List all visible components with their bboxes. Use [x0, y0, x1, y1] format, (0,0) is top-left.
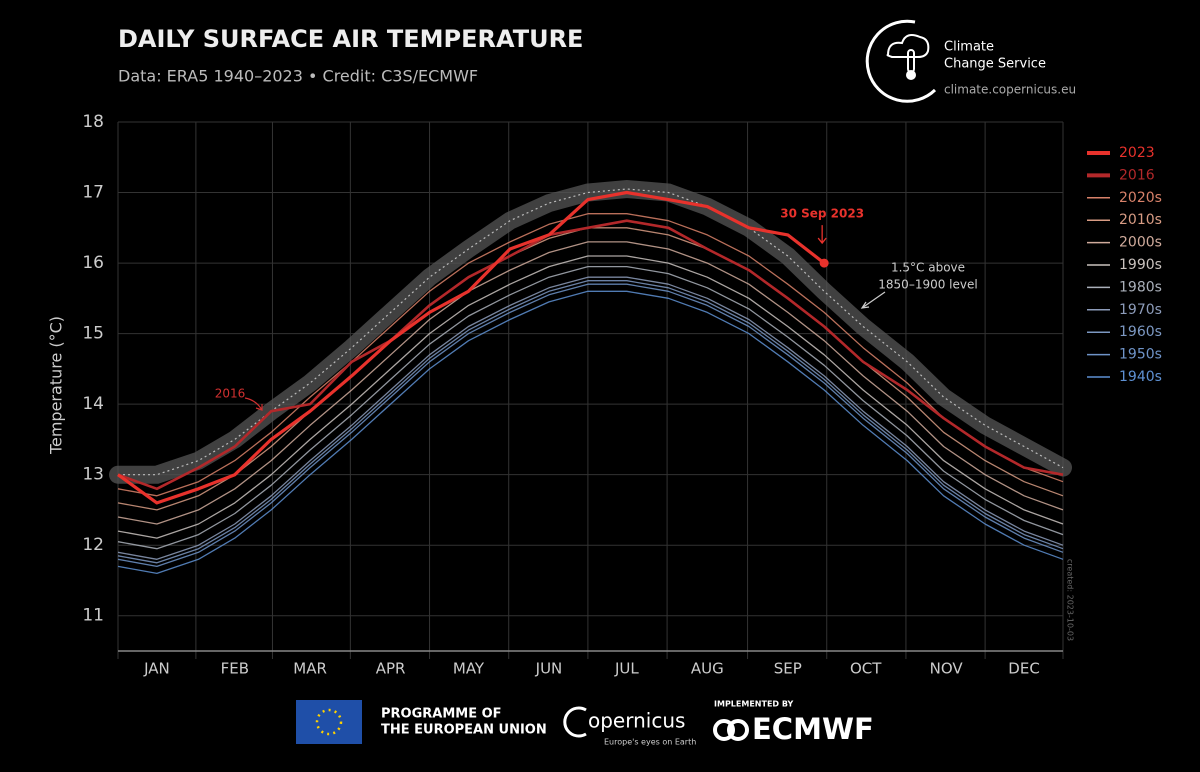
- legend-label: 2016: [1119, 167, 1155, 183]
- series-line: [117, 255, 1064, 539]
- x-tick-label: JAN: [143, 660, 170, 678]
- x-tick-label: FEB: [221, 660, 249, 678]
- reference-label: 1850–1900 level: [878, 278, 977, 292]
- series-line: [117, 219, 1064, 491]
- y-tick-label: 11: [82, 606, 104, 626]
- ecmwf-text: ECMWF: [752, 712, 874, 746]
- end-marker: [819, 258, 829, 268]
- copernicus-text: opernicus: [588, 709, 685, 733]
- x-tick-label: JUN: [535, 660, 563, 678]
- legend-label: 1990s: [1119, 257, 1162, 273]
- eu-text: PROGRAMME OF: [381, 707, 502, 722]
- legend-label: 1960s: [1119, 324, 1162, 340]
- eu-flag: [296, 700, 362, 744]
- implemented-text: IMPLEMENTED BY: [714, 700, 793, 709]
- legend-label: 2023: [1119, 145, 1155, 161]
- x-tick-label: JUL: [614, 660, 639, 678]
- annotation-arrow: [860, 291, 886, 309]
- y-tick-label: 14: [82, 394, 104, 414]
- created-note: created: 2023-10-03: [1066, 559, 1075, 641]
- footer: PROGRAMME OF THE EUROPEAN UNION opernicu…: [296, 700, 874, 747]
- y-tick-label: 18: [82, 112, 104, 132]
- x-tick-label: DEC: [1008, 660, 1040, 678]
- x-tick-label: MAR: [293, 660, 327, 678]
- series-line: [117, 290, 1064, 575]
- y-tick-label: 15: [82, 324, 104, 344]
- logo-text: Change Service: [944, 57, 1046, 72]
- series-line: [117, 265, 1064, 550]
- x-tick-label: AUG: [691, 660, 724, 678]
- logo-text: Climate: [944, 40, 994, 55]
- legend-label: 2020s: [1119, 190, 1162, 206]
- x-tick-label: NOV: [930, 660, 964, 678]
- c3s-logo: Climate Change Service climate.copernicu…: [865, 19, 1076, 103]
- x-tick-label: MAY: [453, 660, 485, 678]
- legend-label: 1950s: [1119, 347, 1162, 363]
- series-line: [117, 280, 1064, 564]
- subtitle: Data: ERA5 1940–2023 • Credit: C3S/ECMWF: [118, 67, 478, 86]
- reference-label: 1.5°C above: [891, 261, 965, 275]
- annotation: 2016: [215, 387, 246, 401]
- legend-label: 1970s: [1119, 302, 1162, 318]
- y-tick-label: 13: [82, 465, 104, 485]
- x-tick-label: SEP: [774, 660, 802, 678]
- logo-url: climate.copernicus.eu: [944, 83, 1076, 97]
- y-tick-label: 16: [82, 253, 104, 273]
- series-line: [117, 283, 1064, 568]
- title: DAILY SURFACE AIR TEMPERATURE: [118, 25, 583, 53]
- copernicus-tagline: Europe's eyes on Earth: [604, 738, 696, 747]
- x-tick-label: APR: [376, 660, 406, 678]
- annotation-arrow: [817, 225, 827, 245]
- series-line: [117, 213, 1064, 497]
- annotation-arrow: [244, 397, 263, 411]
- eu-text: THE EUROPEAN UNION: [381, 723, 547, 738]
- legend-label: 2010s: [1119, 212, 1162, 228]
- y-tick-label: 17: [82, 183, 104, 203]
- annotation: 30 Sep 2023: [780, 207, 864, 221]
- x-tick-label: OCT: [850, 660, 882, 678]
- series-line: [117, 276, 1064, 560]
- y-axis-label: Temperature (°C): [47, 316, 66, 455]
- series-line: [117, 241, 1064, 525]
- legend-label: 1940s: [1119, 369, 1162, 385]
- y-tick-label: 12: [82, 535, 104, 555]
- legend-label: 2000s: [1119, 235, 1162, 251]
- legend-label: 1980s: [1119, 279, 1162, 295]
- series-line: [117, 190, 826, 505]
